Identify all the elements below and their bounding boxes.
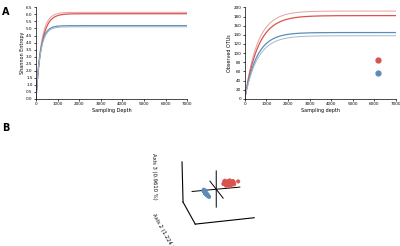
X-axis label: Sampling Depth: Sampling Depth: [92, 108, 132, 113]
X-axis label: Sampling depth: Sampling depth: [301, 108, 340, 113]
Y-axis label: Shannon Entropy: Shannon Entropy: [20, 32, 25, 74]
Y-axis label: Observed OTUs: Observed OTUs: [227, 34, 232, 72]
Y-axis label: Axis 2 (1.224 %): Axis 2 (1.224 %): [151, 213, 177, 246]
Text: A: A: [2, 7, 10, 17]
Text: B: B: [2, 123, 9, 133]
